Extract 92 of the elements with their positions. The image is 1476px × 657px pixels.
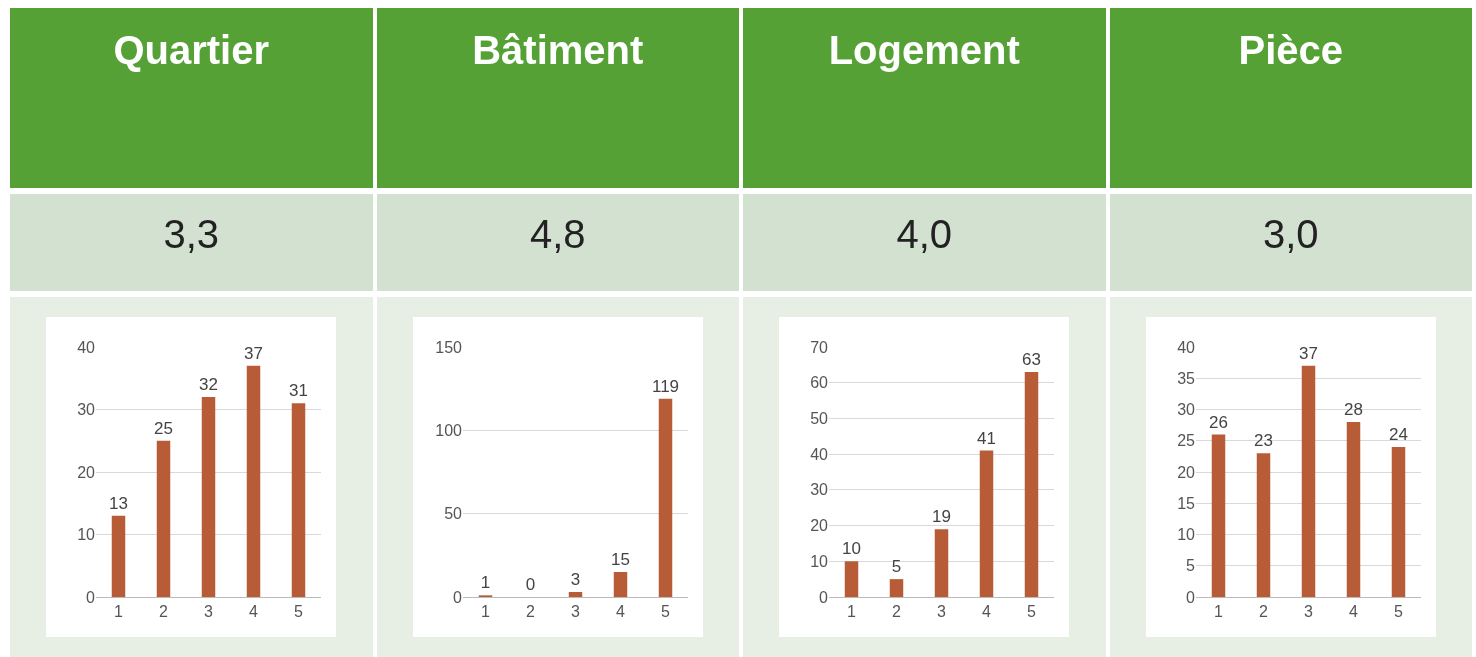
bar: [890, 579, 904, 597]
chart-title: Bâtiment: [376, 8, 739, 188]
chart-subtitle: 4,0: [743, 194, 1106, 291]
data-label: 119: [651, 376, 679, 396]
data-label: 37: [244, 343, 264, 363]
x-tick-label: 4: [982, 603, 992, 621]
data-label: 13: [109, 493, 129, 513]
y-tick-label: 50: [443, 505, 462, 523]
y-tick-label: 15: [1176, 494, 1195, 512]
bar: [247, 365, 261, 597]
data-label: 31: [289, 381, 309, 401]
y-tick-label: 150: [435, 338, 462, 356]
x-tick-label: 2: [159, 603, 169, 621]
x-tick-label: 1: [480, 603, 490, 621]
y-tick-label: 0: [1185, 588, 1195, 606]
bar: [1256, 453, 1270, 597]
y-tick-label: 20: [77, 463, 96, 481]
y-tick-label: 40: [77, 338, 96, 356]
data-label: 19: [932, 507, 952, 527]
chart-title: Logement: [743, 8, 1106, 188]
bar: [1346, 422, 1360, 597]
x-tick-label: 5: [1027, 603, 1037, 621]
x-tick-label: 5: [660, 603, 670, 621]
data-label: 15: [610, 550, 630, 569]
bar: [658, 398, 672, 597]
data-label: 37: [1298, 343, 1318, 363]
y-tick-label: 0: [452, 588, 462, 606]
data-label: 0: [525, 575, 535, 594]
bar: [613, 572, 627, 597]
x-tick-label: 3: [1303, 603, 1313, 621]
y-tick-label: 0: [86, 588, 96, 606]
y-tick-label: 0: [819, 588, 829, 606]
bar: [980, 450, 994, 597]
data-label: 32: [199, 375, 219, 394]
x-tick-label: 2: [1258, 603, 1268, 621]
bar: [1391, 447, 1405, 597]
x-tick-label: 4: [615, 603, 625, 621]
chart-subtitle: 4,8: [376, 194, 739, 291]
y-tick-label: 25: [1176, 432, 1195, 450]
y-tick-label: 10: [1176, 526, 1195, 544]
y-tick-label: 10: [77, 526, 96, 544]
y-tick-label: 70: [810, 338, 829, 356]
x-tick-label: 4: [249, 603, 259, 621]
y-tick-label: 20: [1176, 463, 1195, 481]
chart-subtitle: 3,3: [10, 194, 373, 291]
y-tick-label: 20: [810, 517, 829, 535]
x-tick-label: 5: [294, 603, 304, 621]
x-tick-label: 3: [570, 603, 580, 621]
data-label: 26: [1208, 412, 1228, 432]
data-label: 24: [1388, 425, 1408, 444]
data-label: 63: [1022, 350, 1042, 369]
chart-title: Pièce: [1109, 8, 1472, 188]
y-tick-label: 5: [1185, 557, 1195, 575]
data-label: 1: [480, 573, 490, 593]
data-label: 25: [154, 418, 174, 438]
y-tick-label: 40: [1176, 338, 1195, 356]
y-tick-label: 100: [435, 421, 462, 439]
data-label: 10: [842, 539, 862, 559]
x-tick-label: 1: [847, 603, 857, 621]
data-label: 5: [892, 557, 902, 577]
bar: [568, 592, 582, 597]
y-tick-label: 30: [810, 481, 829, 499]
y-tick-label: 50: [810, 410, 829, 428]
y-tick-label: 40: [810, 445, 829, 463]
x-tick-label: 2: [892, 603, 902, 621]
chart-subtitle: 3,0: [1109, 194, 1472, 291]
chart-title: Quartier: [10, 8, 373, 188]
x-tick-label: 1: [114, 603, 124, 621]
x-tick-label: 3: [937, 603, 947, 621]
x-tick-label: 3: [204, 603, 214, 621]
bar: [935, 529, 949, 597]
x-tick-label: 1: [1213, 603, 1223, 621]
bar: [1025, 372, 1039, 597]
x-tick-label: 2: [525, 603, 535, 621]
data-label: 3: [570, 570, 580, 589]
y-tick-label: 30: [1176, 401, 1195, 419]
data-label: 23: [1253, 431, 1273, 451]
y-tick-label: 10: [810, 552, 829, 570]
x-tick-label: 4: [1348, 603, 1358, 621]
bar: [202, 397, 216, 597]
bar: [845, 561, 859, 597]
data-label: 41: [977, 428, 997, 448]
bar: [1301, 365, 1315, 597]
y-tick-label: 35: [1176, 369, 1195, 387]
bar: [112, 515, 126, 597]
data-label: 28: [1343, 400, 1363, 419]
bar: [1211, 434, 1225, 597]
y-tick-label: 60: [810, 374, 829, 392]
y-tick-label: 30: [77, 401, 96, 419]
x-tick-label: 5: [1393, 603, 1403, 621]
bar: [157, 440, 171, 597]
bar: [292, 403, 306, 597]
